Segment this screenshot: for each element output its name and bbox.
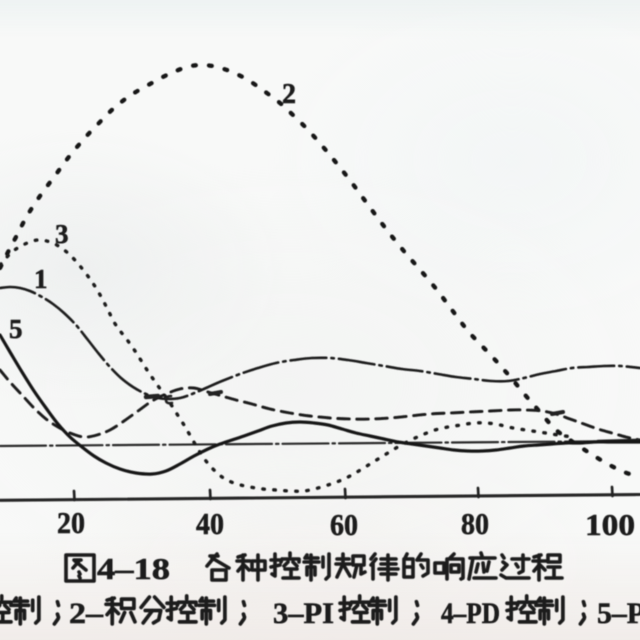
svg-text:4–18: 4–18 [97, 551, 170, 586]
svg-text:1: 1 [34, 264, 48, 294]
svg-text:2–: 2– [69, 597, 104, 630]
svg-text:20: 20 [57, 505, 85, 540]
svg-text:4–PD: 4–PD [441, 597, 500, 630]
svg-text:5: 5 [9, 314, 23, 344]
svg-text:3–PI: 3–PI [273, 597, 334, 630]
svg-text:5–P: 5–P [597, 597, 640, 630]
svg-text:2: 2 [282, 79, 296, 110]
svg-text:40: 40 [196, 506, 224, 541]
svg-text:60: 60 [330, 507, 358, 542]
svg-text:3: 3 [55, 219, 69, 249]
svg-text:80: 80 [461, 506, 489, 541]
svg-text:100: 100 [585, 507, 635, 542]
